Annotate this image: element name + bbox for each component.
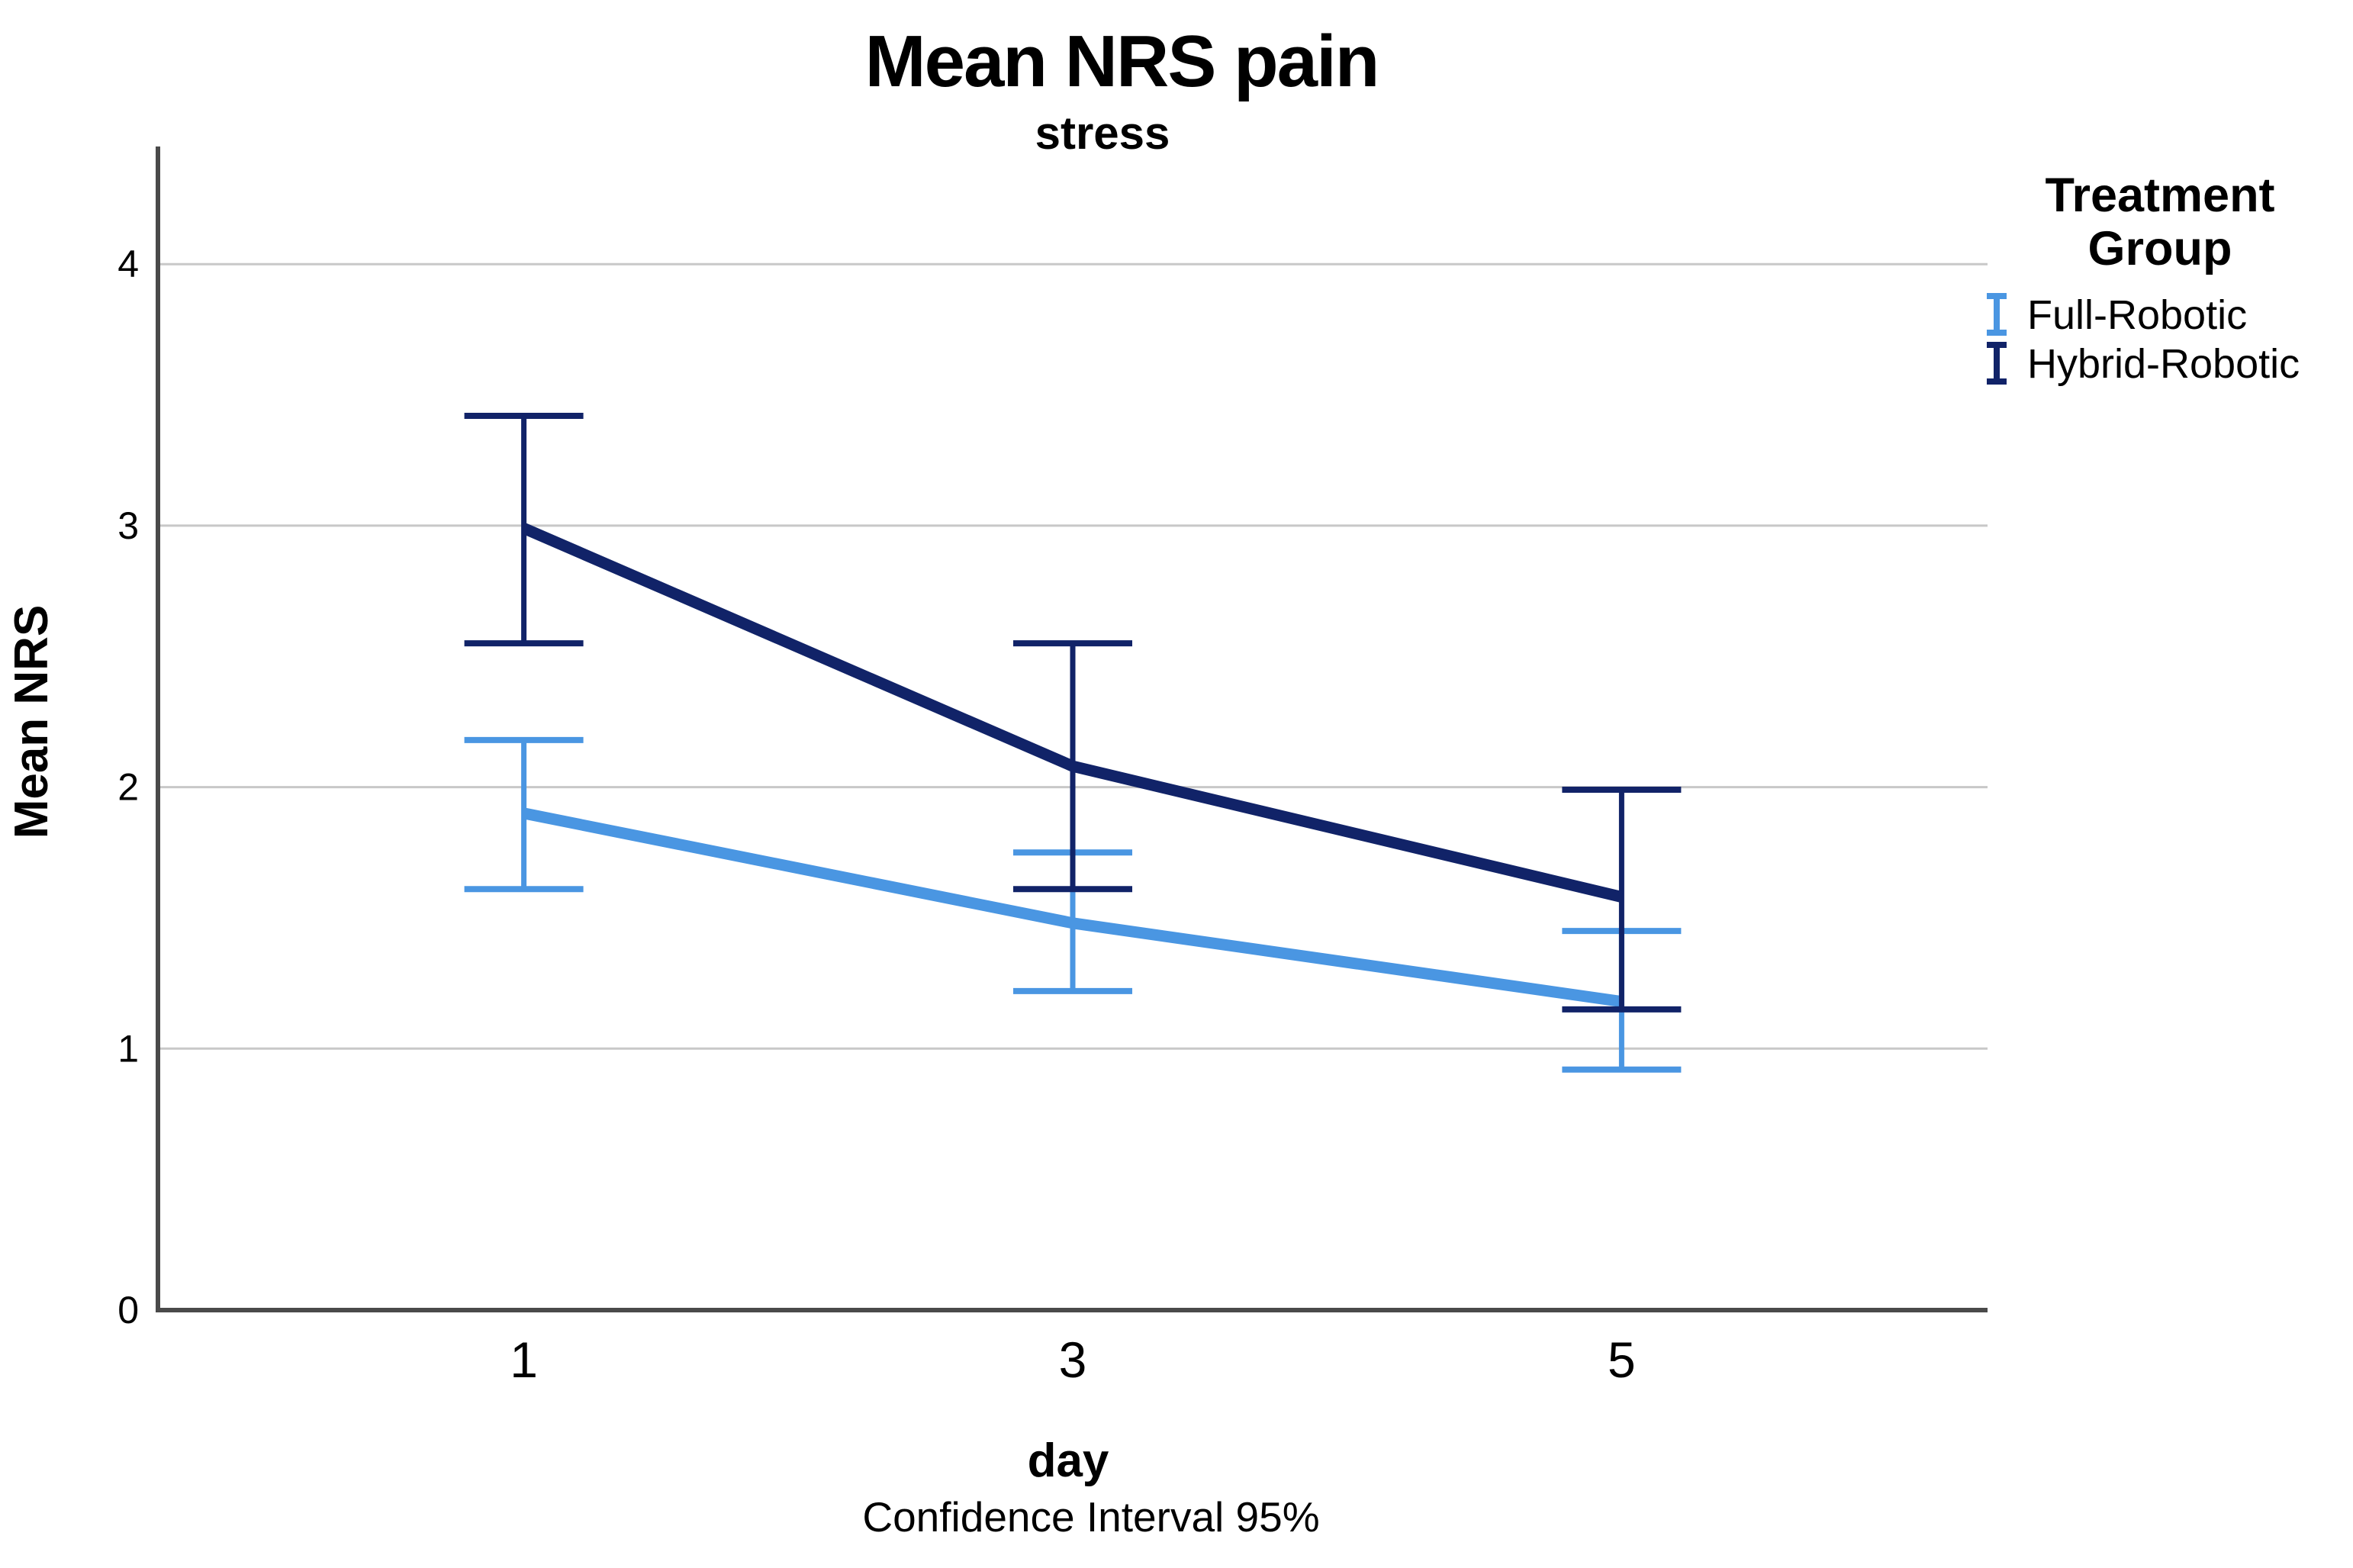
error-bar-icon bbox=[1987, 293, 2007, 336]
x-tick-label-5: 5 bbox=[1608, 1331, 1636, 1388]
gridlines-layer bbox=[159, 262, 1988, 1050]
legend-title-line2: Group bbox=[2088, 222, 2232, 275]
y-tick-label-3: 3 bbox=[117, 504, 139, 547]
y-tick-label-2: 2 bbox=[117, 766, 139, 809]
y-tick-label-4: 4 bbox=[117, 243, 139, 285]
chart-title: Mean NRS pain bbox=[865, 21, 1379, 102]
chart-subtitle: stress bbox=[1035, 108, 1170, 159]
legend-title-line1: Treatment bbox=[2045, 169, 2274, 222]
x-tick-label-1: 1 bbox=[510, 1331, 538, 1388]
x-tick-label-3: 3 bbox=[1059, 1331, 1087, 1388]
legend-icons-layer bbox=[1987, 293, 2007, 385]
x-axis-title: day bbox=[1028, 1434, 1109, 1487]
y-tick-label-0: 0 bbox=[117, 1289, 139, 1331]
mean-line bbox=[521, 523, 1624, 903]
y-axis-title: Mean NRS bbox=[5, 605, 58, 839]
mean-line bbox=[523, 807, 1623, 1008]
axes-layer bbox=[156, 146, 1988, 1312]
legend-label-full-robotic: Full-Robotic bbox=[2027, 292, 2247, 338]
tick-labels-layer: 0 1 2 3 4 1 3 5 bbox=[117, 243, 1636, 1388]
legend-label-hybrid-robotic: Hybrid-Robotic bbox=[2027, 341, 2300, 387]
series-hybrid-robotic bbox=[464, 412, 1682, 1013]
confidence-interval-footnote: Confidence Interval 95% bbox=[862, 1493, 1319, 1541]
series-layer bbox=[464, 412, 1682, 1073]
y-tick-label-1: 1 bbox=[117, 1027, 139, 1070]
error-bar-icon bbox=[1987, 342, 2007, 385]
